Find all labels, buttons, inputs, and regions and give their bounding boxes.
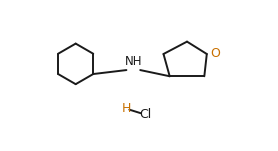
- Text: H: H: [122, 102, 131, 115]
- Text: NH: NH: [125, 55, 142, 68]
- Text: Cl: Cl: [139, 108, 151, 121]
- Text: O: O: [210, 48, 220, 61]
